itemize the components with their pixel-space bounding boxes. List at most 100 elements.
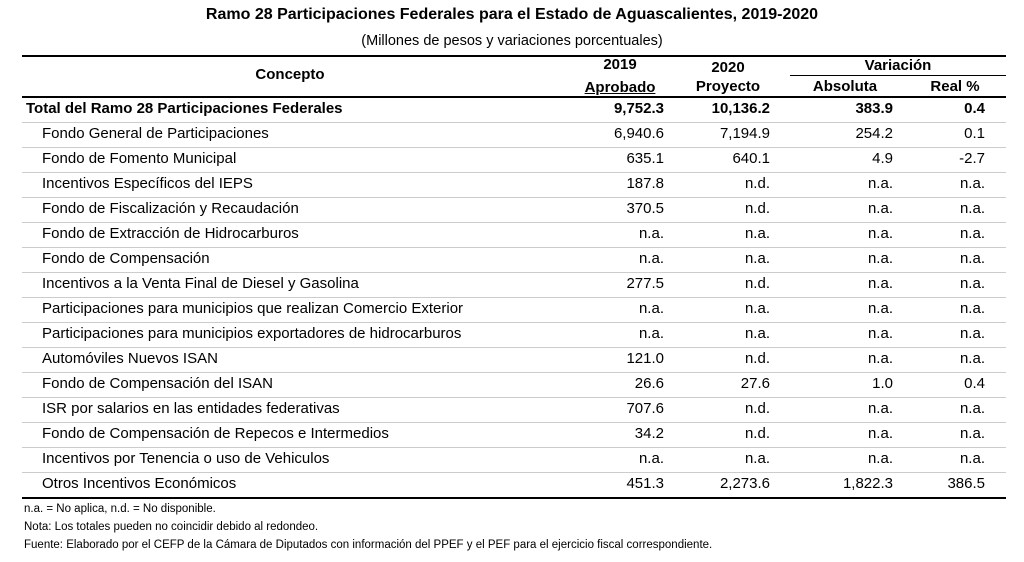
real-cell: n.a.: [959, 250, 985, 267]
header-2019: 2019: [603, 56, 637, 73]
table-row: Otros Incentivos Económicos 451.3 2,273.6 1…: [22, 472, 1006, 498]
real-cell: n.a.: [959, 200, 985, 217]
table-row: Fondo de Compensación del ISAN 26.6 27.6 1.…: [22, 372, 1006, 398]
proyecto-cell: n.a.: [744, 250, 770, 267]
table-row: Participaciones para municipios que real…: [22, 297, 1006, 323]
real-cell: 0.4: [964, 100, 985, 117]
absoluta-cell: n.a.: [867, 325, 893, 342]
real-cell: 0.1: [964, 125, 985, 142]
table-row: Participaciones para municipios exportad…: [22, 322, 1006, 348]
table-row: Automóviles Nuevos ISAN 121.0 n.d. n.a. n.a.: [22, 347, 1006, 373]
aprobado-cell: 121.0: [626, 350, 664, 367]
real-cell: n.a.: [959, 350, 985, 367]
concepto-cell: Participaciones para municipios que real…: [42, 300, 464, 317]
absoluta-cell: n.a.: [867, 425, 893, 442]
table-row: Fondo General de Participaciones 6,940.6 7…: [22, 122, 1006, 148]
table-row: ISR por salarios en las entidades federa…: [22, 397, 1006, 423]
absoluta-cell: 383.9: [855, 100, 893, 117]
header-proyecto: Proyecto: [695, 78, 761, 95]
note-rounding: Nota: Los totales pueden no coincidir de…: [24, 521, 319, 533]
concepto-cell: Total del Ramo 28 Participaciones Federa…: [26, 100, 343, 117]
total-row: Total del Ramo 28 Participaciones Federa…: [22, 97, 1006, 123]
proyecto-cell: n.d.: [744, 400, 770, 417]
absoluta-cell: n.a.: [867, 300, 893, 317]
header-variacion: Variación: [864, 57, 932, 74]
concepto-cell: ISR por salarios en las entidades federa…: [42, 400, 340, 417]
aprobado-cell: 9,752.3: [613, 100, 664, 117]
concepto-cell: Fondo de Compensación del ISAN: [42, 375, 273, 392]
aprobado-cell: 34.2: [634, 425, 664, 442]
concepto-cell: Fondo de Fiscalización y Recaudación: [42, 200, 299, 217]
concepto-cell: Fondo de Extracción de Hidrocarburos: [42, 225, 299, 242]
proyecto-cell: n.d.: [744, 175, 770, 192]
proyecto-cell: n.a.: [744, 450, 770, 467]
absoluta-cell: n.a.: [867, 275, 893, 292]
header-concepto: Concepto: [255, 66, 325, 83]
proyecto-cell: n.a.: [744, 225, 770, 242]
top-rule: [22, 55, 1006, 57]
concepto-cell: Fondo de Compensación de Repecos e Inter…: [42, 425, 389, 442]
concepto-cell: Fondo de Compensación: [42, 250, 210, 267]
proyecto-cell: n.d.: [744, 425, 770, 442]
concepto-cell: Otros Incentivos Económicos: [42, 475, 237, 492]
real-cell: n.a.: [959, 425, 985, 442]
aprobado-cell: n.a.: [638, 225, 664, 242]
table-row: Fondo de Fiscalización y Recaudación 370.…: [22, 197, 1006, 223]
aprobado-cell: 26.6: [634, 375, 664, 392]
absoluta-cell: n.a.: [867, 400, 893, 417]
aprobado-cell: 277.5: [626, 275, 664, 292]
aprobado-cell: 635.1: [626, 150, 664, 167]
note-source: Fuente: Elaborado por el CEFP de la Cáma…: [24, 539, 713, 551]
concepto-cell: Automóviles Nuevos ISAN: [42, 350, 218, 367]
header-absoluta: Absoluta: [812, 78, 878, 95]
proyecto-cell: n.d.: [744, 275, 770, 292]
aprobado-cell: n.a.: [638, 300, 664, 317]
header-rule: [22, 96, 1006, 98]
header-2020: 2020: [711, 59, 745, 76]
concepto-cell: Participaciones para municipios exportad…: [42, 325, 462, 342]
real-cell: n.a.: [959, 450, 985, 467]
absoluta-cell: 1.0: [872, 375, 893, 392]
proyecto-cell: n.a.: [744, 325, 770, 342]
aprobado-cell: n.a.: [638, 250, 664, 267]
table-row: Fondo de Fomento Municipal 635.1 640.1 4.9 -…: [22, 147, 1006, 173]
table-title: Ramo 28 Participaciones Federales para e…: [205, 6, 819, 23]
aprobado-cell: 707.6: [626, 400, 664, 417]
proyecto-cell: 10,136.2: [711, 100, 770, 117]
absoluta-cell: n.a.: [867, 450, 893, 467]
absoluta-cell: n.a.: [867, 250, 893, 267]
table-row: Incentivos a la Venta Final de Diesel y …: [22, 272, 1006, 298]
proyecto-cell: 640.1: [732, 150, 770, 167]
real-cell: 386.5: [947, 475, 985, 492]
concepto-cell: Incentivos por Tenencia o uso de Vehicul…: [42, 450, 330, 467]
note-abbreviations: n.a. = No aplica, n.d. = No disponible.: [24, 503, 216, 515]
concepto-cell: Incentivos Específicos del IEPS: [42, 175, 253, 192]
absoluta-cell: n.a.: [867, 200, 893, 217]
table-row: Fondo de Compensación de Repecos e Inter…: [22, 422, 1006, 448]
header-real: Real %: [930, 78, 980, 95]
header-aprobado: Aprobado: [584, 79, 656, 96]
real-cell: n.a.: [959, 300, 985, 317]
concepto-cell: Fondo General de Participaciones: [42, 125, 269, 142]
variacion-rule: [790, 75, 1006, 76]
real-cell: n.a.: [959, 325, 985, 342]
real-cell: n.a.: [959, 175, 985, 192]
aprobado-cell: 451.3: [626, 475, 664, 492]
absoluta-cell: 254.2: [855, 125, 893, 142]
absoluta-cell: n.a.: [867, 175, 893, 192]
bottom-rule: [22, 497, 1006, 499]
absoluta-cell: 1,822.3: [842, 475, 893, 492]
table-row: Incentivos Específicos del IEPS 187.8 n.d.…: [22, 172, 1006, 198]
table-row: Incentivos por Tenencia o uso de Vehicul…: [22, 447, 1006, 473]
proyecto-cell: n.d.: [744, 350, 770, 367]
real-cell: -2.7: [959, 150, 985, 167]
absoluta-cell: n.a.: [867, 225, 893, 242]
proyecto-cell: 2,273.6: [719, 475, 770, 492]
absoluta-cell: 4.9: [872, 150, 893, 167]
proyecto-cell: n.a.: [744, 300, 770, 317]
aprobado-cell: 6,940.6: [613, 125, 664, 142]
real-cell: n.a.: [959, 225, 985, 242]
proyecto-cell: n.d.: [744, 200, 770, 217]
concepto-cell: Incentivos a la Venta Final de Diesel y …: [42, 275, 359, 292]
concepto-cell: Fondo de Fomento Municipal: [42, 150, 237, 167]
